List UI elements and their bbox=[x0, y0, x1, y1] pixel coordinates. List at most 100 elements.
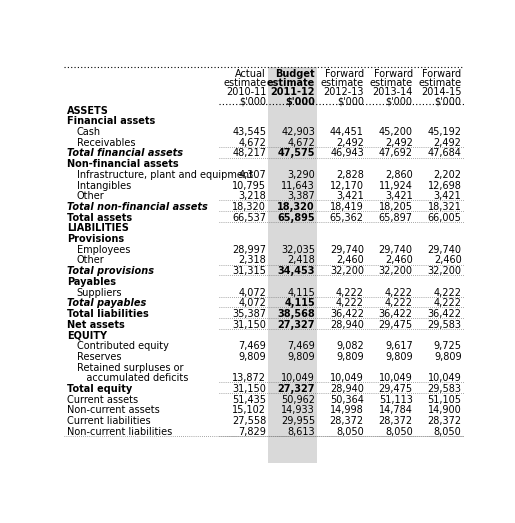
Text: 9,809: 9,809 bbox=[336, 352, 364, 362]
Text: 14,900: 14,900 bbox=[428, 405, 461, 415]
Text: 31,315: 31,315 bbox=[232, 266, 266, 276]
Text: 45,192: 45,192 bbox=[427, 127, 461, 137]
Text: 51,113: 51,113 bbox=[379, 395, 413, 405]
Text: 2012-13: 2012-13 bbox=[323, 87, 364, 97]
Text: 2,860: 2,860 bbox=[385, 170, 413, 180]
Text: 32,200: 32,200 bbox=[427, 266, 461, 276]
Text: 9,082: 9,082 bbox=[336, 341, 364, 351]
Text: 66,005: 66,005 bbox=[427, 213, 461, 223]
Text: 18,205: 18,205 bbox=[379, 202, 413, 212]
Text: 7,469: 7,469 bbox=[287, 341, 315, 351]
Text: 14,998: 14,998 bbox=[330, 405, 364, 415]
Text: 4,072: 4,072 bbox=[238, 298, 266, 308]
Text: 4,222: 4,222 bbox=[336, 288, 364, 298]
Text: 10,049: 10,049 bbox=[281, 373, 315, 383]
Text: 44,451: 44,451 bbox=[330, 127, 364, 137]
Text: 12,170: 12,170 bbox=[330, 180, 364, 190]
Text: Receivables: Receivables bbox=[77, 138, 135, 148]
Text: Cash: Cash bbox=[77, 127, 101, 137]
Text: 2,202: 2,202 bbox=[434, 170, 461, 180]
Text: 28,372: 28,372 bbox=[379, 416, 413, 426]
Text: 46,943: 46,943 bbox=[330, 149, 364, 158]
Text: $'000: $'000 bbox=[239, 97, 266, 107]
Text: 9,617: 9,617 bbox=[385, 341, 413, 351]
Text: 4,072: 4,072 bbox=[238, 288, 266, 298]
Text: 8,050: 8,050 bbox=[385, 427, 413, 437]
Text: 2011-12: 2011-12 bbox=[270, 87, 315, 97]
Text: Intangibles: Intangibles bbox=[77, 180, 131, 190]
Text: 11,924: 11,924 bbox=[379, 180, 413, 190]
Text: 45,200: 45,200 bbox=[379, 127, 413, 137]
Text: 9,809: 9,809 bbox=[287, 352, 315, 362]
Text: 15,102: 15,102 bbox=[232, 405, 266, 415]
Text: 12,698: 12,698 bbox=[427, 180, 461, 190]
Text: 4,115: 4,115 bbox=[287, 288, 315, 298]
Text: 2,492: 2,492 bbox=[434, 138, 461, 148]
Text: Total equity: Total equity bbox=[67, 384, 132, 394]
Text: Infrastructure, plant and equipment: Infrastructure, plant and equipment bbox=[77, 170, 253, 180]
Text: Financial assets: Financial assets bbox=[67, 116, 155, 127]
Text: Forward: Forward bbox=[373, 69, 413, 79]
Text: 3,421: 3,421 bbox=[434, 191, 461, 201]
Text: 47,692: 47,692 bbox=[379, 149, 413, 158]
Text: 4,672: 4,672 bbox=[287, 138, 315, 148]
Text: Reserves: Reserves bbox=[77, 352, 121, 362]
Text: Retained surpluses or: Retained surpluses or bbox=[77, 362, 183, 372]
Text: 18,320: 18,320 bbox=[232, 202, 266, 212]
Text: 32,200: 32,200 bbox=[330, 266, 364, 276]
Text: 29,475: 29,475 bbox=[379, 320, 413, 329]
Text: Other: Other bbox=[77, 191, 105, 201]
Text: Current liabilities: Current liabilities bbox=[67, 416, 150, 426]
Text: 28,372: 28,372 bbox=[427, 416, 461, 426]
Text: 2,460: 2,460 bbox=[336, 256, 364, 266]
Text: 7,469: 7,469 bbox=[238, 341, 266, 351]
Text: 32,035: 32,035 bbox=[281, 245, 315, 255]
Text: Forward: Forward bbox=[325, 69, 364, 79]
Text: 35,387: 35,387 bbox=[232, 309, 266, 319]
Text: 2,492: 2,492 bbox=[336, 138, 364, 148]
Text: 48,217: 48,217 bbox=[232, 149, 266, 158]
Text: 65,895: 65,895 bbox=[278, 213, 315, 223]
Text: 4,115: 4,115 bbox=[284, 298, 315, 308]
Text: ASSETS: ASSETS bbox=[67, 106, 109, 116]
Text: 2,460: 2,460 bbox=[434, 256, 461, 266]
Text: 29,740: 29,740 bbox=[330, 245, 364, 255]
Text: 4,222: 4,222 bbox=[385, 298, 413, 308]
Text: 9,809: 9,809 bbox=[434, 352, 461, 362]
Text: 31,150: 31,150 bbox=[232, 384, 266, 394]
Text: 8,050: 8,050 bbox=[434, 427, 461, 437]
Text: 10,795: 10,795 bbox=[232, 180, 266, 190]
Text: 4,222: 4,222 bbox=[434, 298, 461, 308]
Text: 29,583: 29,583 bbox=[427, 384, 461, 394]
Text: 36,422: 36,422 bbox=[379, 309, 413, 319]
Text: 29,583: 29,583 bbox=[427, 320, 461, 329]
Text: 2,492: 2,492 bbox=[385, 138, 413, 148]
Text: 36,422: 36,422 bbox=[427, 309, 461, 319]
Text: 2014-15: 2014-15 bbox=[421, 87, 461, 97]
Text: Total liabilities: Total liabilities bbox=[67, 309, 148, 319]
Text: accumulated deficits: accumulated deficits bbox=[77, 373, 188, 383]
Text: 10,049: 10,049 bbox=[428, 373, 461, 383]
Text: 28,940: 28,940 bbox=[330, 320, 364, 329]
Text: 8,050: 8,050 bbox=[336, 427, 364, 437]
Text: 7,829: 7,829 bbox=[238, 427, 266, 437]
Text: 66,537: 66,537 bbox=[232, 213, 266, 223]
Text: Contributed equity: Contributed equity bbox=[77, 341, 168, 351]
Text: $'000: $'000 bbox=[386, 97, 413, 107]
Text: 27,558: 27,558 bbox=[232, 416, 266, 426]
Text: 3,421: 3,421 bbox=[385, 191, 413, 201]
Text: estimate: estimate bbox=[321, 78, 364, 88]
Text: 18,321: 18,321 bbox=[427, 202, 461, 212]
Text: 11,643: 11,643 bbox=[281, 180, 315, 190]
Text: 9,725: 9,725 bbox=[434, 341, 461, 351]
Text: Total payables: Total payables bbox=[67, 298, 146, 308]
Text: 28,940: 28,940 bbox=[330, 384, 364, 394]
Text: 14,784: 14,784 bbox=[379, 405, 413, 415]
Text: Current assets: Current assets bbox=[67, 395, 138, 405]
Text: LIABILITIES: LIABILITIES bbox=[67, 223, 129, 233]
Text: 42,903: 42,903 bbox=[281, 127, 315, 137]
Text: 14,933: 14,933 bbox=[281, 405, 315, 415]
Text: 18,320: 18,320 bbox=[278, 202, 315, 212]
Text: Total assets: Total assets bbox=[67, 213, 132, 223]
Text: 32,200: 32,200 bbox=[379, 266, 413, 276]
